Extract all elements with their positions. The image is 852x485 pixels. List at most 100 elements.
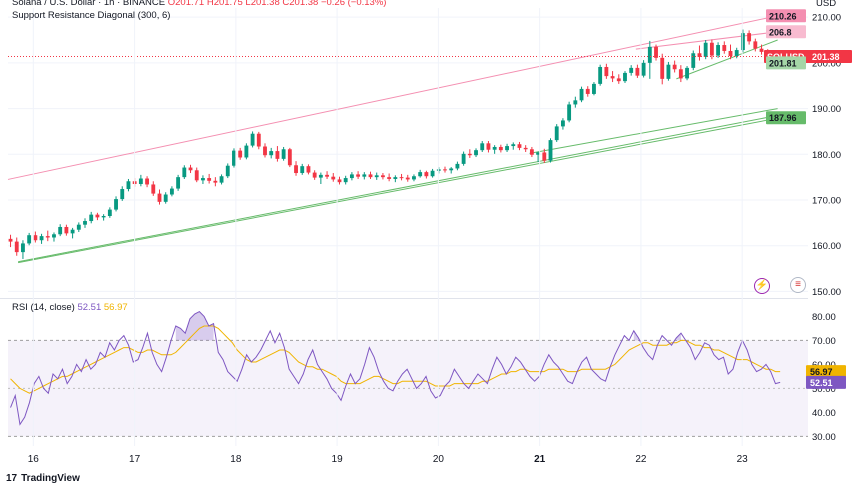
candle-body[interactable] [747, 33, 752, 42]
support-line[interactable] [18, 114, 778, 263]
candle-body[interactable] [27, 235, 32, 244]
candle-body[interactable] [188, 167, 193, 171]
candle-body[interactable] [194, 170, 199, 181]
candle-body[interactable] [163, 194, 168, 202]
candle-body[interactable] [337, 179, 342, 183]
candle-body[interactable] [610, 76, 615, 79]
candle-body[interactable] [182, 167, 187, 178]
candle-body[interactable] [70, 229, 75, 234]
candle-body[interactable] [381, 175, 385, 178]
candle-body[interactable] [740, 33, 745, 51]
candle-body[interactable] [678, 69, 683, 79]
candle-body[interactable] [418, 172, 423, 177]
candle-body[interactable] [114, 199, 118, 210]
candle-body[interactable] [151, 184, 156, 194]
candle-body[interactable] [536, 152, 541, 155]
candle-body[interactable] [498, 146, 503, 151]
candle-body[interactable] [201, 178, 205, 181]
candle-body[interactable] [728, 50, 733, 56]
candle-body[interactable] [511, 144, 516, 147]
candle-body[interactable] [523, 147, 528, 150]
candle-body[interactable] [294, 165, 298, 174]
candle-body[interactable] [685, 67, 689, 79]
candle-body[interactable] [107, 209, 112, 216]
candle-body[interactable] [654, 46, 658, 58]
candle-body[interactable] [753, 41, 758, 49]
candle-body[interactable] [474, 150, 478, 156]
candle-body[interactable] [300, 166, 305, 174]
candle-body[interactable] [734, 50, 739, 56]
support-line[interactable] [18, 117, 778, 264]
flag-icon[interactable]: ≡ [790, 277, 806, 293]
candle-body[interactable] [567, 104, 572, 121]
candle-body[interactable] [573, 100, 578, 105]
candle-body[interactable] [21, 243, 25, 253]
candle-body[interactable] [709, 42, 714, 56]
candle-body[interactable] [399, 177, 404, 179]
candle-body[interactable] [213, 180, 218, 183]
candle-body[interactable] [325, 174, 329, 177]
candle-body[interactable] [64, 226, 69, 234]
candle-body[interactable] [312, 172, 317, 178]
candle-body[interactable] [225, 165, 230, 177]
candle-body[interactable] [356, 174, 361, 177]
candle-body[interactable] [232, 150, 236, 166]
candle-body[interactable] [598, 66, 603, 84]
rsi-ma-line[interactable] [10, 325, 781, 394]
candle-body[interactable] [505, 146, 509, 151]
candle-body[interactable] [331, 176, 336, 180]
candle-body[interactable] [52, 234, 56, 238]
candle-body[interactable] [33, 235, 38, 241]
time-axis[interactable]: 16 17 18 19 20 21 22 23 [28, 8, 748, 465]
candle-body[interactable] [238, 150, 243, 158]
candle-body[interactable] [45, 236, 50, 238]
candle-body[interactable] [647, 46, 652, 63]
candle-body[interactable] [492, 146, 497, 150]
candle-body[interactable] [263, 146, 267, 156]
candle-body[interactable] [343, 178, 348, 183]
candle-body[interactable] [461, 153, 466, 164]
candle-body[interactable] [76, 224, 81, 230]
candle-body[interactable] [120, 189, 125, 200]
candle-body[interactable] [14, 241, 19, 253]
candle-body[interactable] [95, 214, 100, 218]
candle-body[interactable] [207, 178, 212, 181]
candle-body[interactable] [529, 149, 534, 155]
candle-body[interactable] [517, 144, 522, 148]
candle-body[interactable] [660, 57, 665, 79]
candle-body[interactable] [716, 45, 721, 56]
candle-body[interactable] [455, 163, 460, 169]
candle-body[interactable] [89, 214, 94, 222]
candle-body[interactable] [8, 238, 13, 242]
candle-body[interactable] [703, 42, 708, 57]
candle-body[interactable] [250, 133, 255, 146]
candle-body[interactable] [244, 145, 249, 158]
candle-body[interactable] [387, 177, 392, 179]
rsi-line[interactable] [10, 310, 781, 426]
candle-body[interactable] [287, 149, 292, 166]
rsi-legend[interactable]: RSI (14, close) 52.51 56.97 [12, 302, 128, 313]
candle-body[interactable] [138, 178, 143, 184]
candle-body[interactable] [374, 175, 379, 178]
candle-body[interactable] [443, 169, 447, 171]
candle-body[interactable] [145, 178, 150, 185]
candle-body[interactable] [467, 153, 472, 156]
resistance-line[interactable] [7, 15, 778, 180]
candle-body[interactable] [616, 78, 621, 82]
candle-body[interactable] [58, 226, 63, 235]
candle-body[interactable] [157, 193, 162, 202]
candle-body[interactable] [548, 140, 553, 161]
candle-body[interactable] [672, 64, 677, 70]
flash-icon[interactable]: ⚡ [754, 278, 770, 294]
candle-body[interactable] [126, 181, 131, 190]
candle-body[interactable] [759, 48, 764, 52]
candle-body[interactable] [393, 177, 398, 179]
candle-body[interactable] [83, 221, 87, 225]
support-line[interactable] [529, 108, 778, 154]
candle-body[interactable] [256, 133, 261, 147]
candle-body[interactable] [275, 151, 280, 159]
candle-body[interactable] [635, 67, 640, 76]
support-line[interactable] [676, 39, 778, 80]
candle-body[interactable] [641, 62, 646, 76]
candle-body[interactable] [542, 152, 547, 161]
